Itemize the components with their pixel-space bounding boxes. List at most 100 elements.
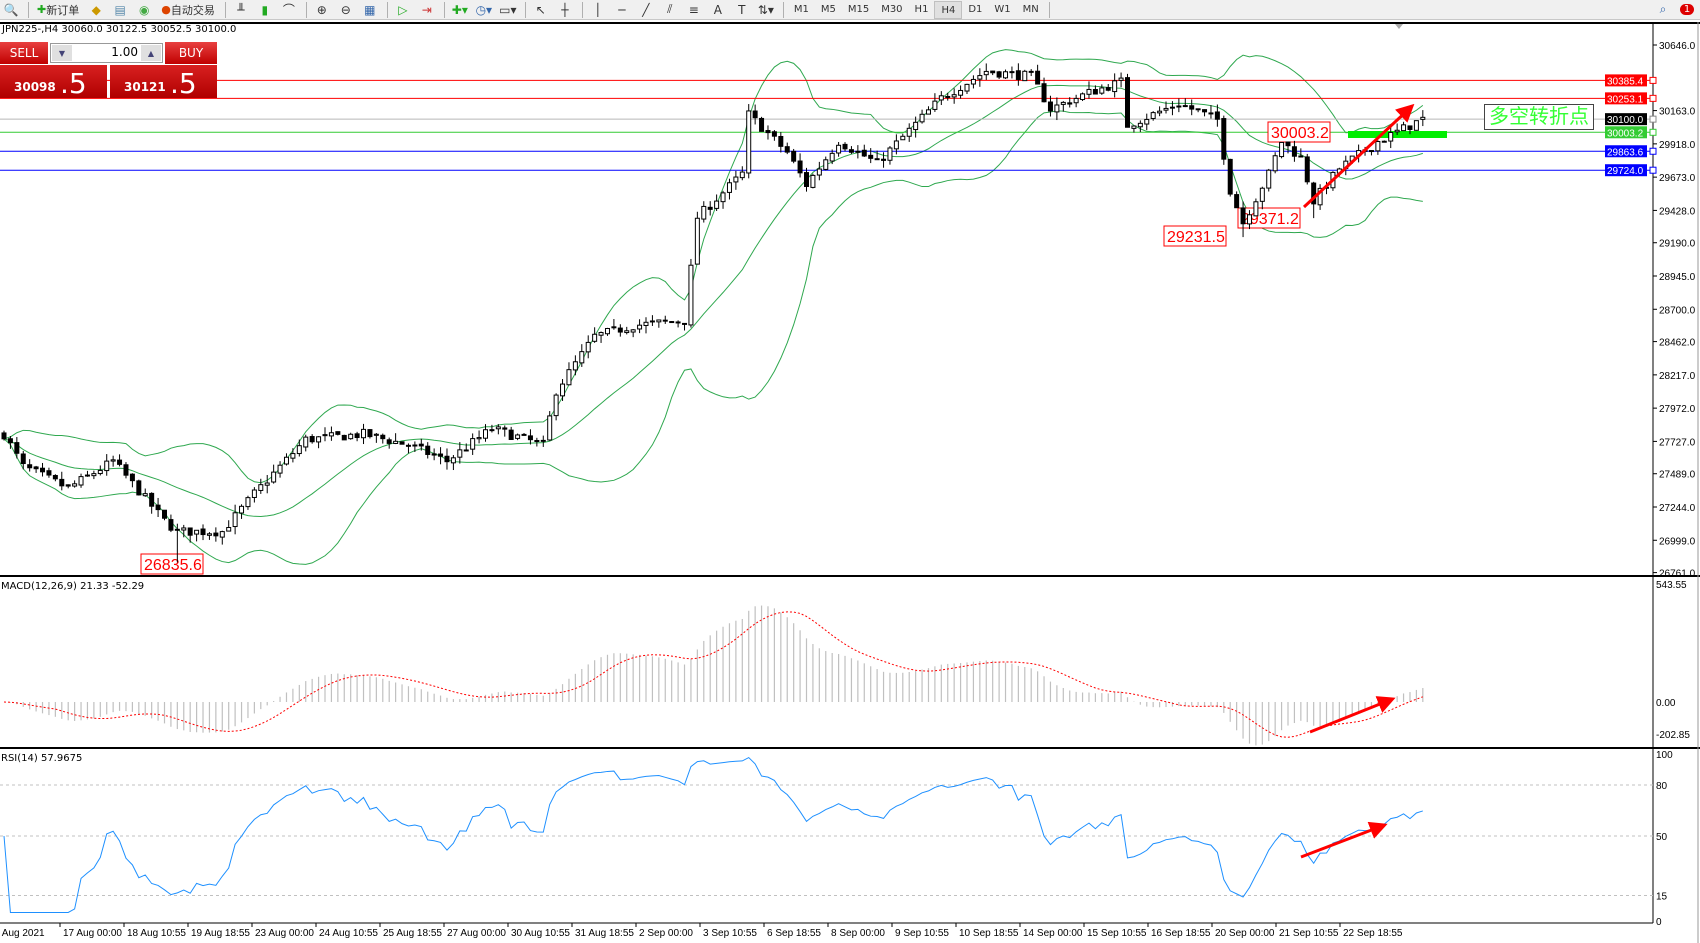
candle bbox=[848, 146, 854, 154]
text-icon[interactable]: A bbox=[713, 2, 722, 17]
candle-bull bbox=[1401, 124, 1407, 132]
candle bbox=[1291, 140, 1297, 162]
candle-bull bbox=[714, 200, 720, 209]
candle bbox=[694, 211, 700, 265]
candle-bull bbox=[251, 489, 257, 498]
zoom-out-icon[interactable]: ⊖ bbox=[340, 2, 351, 17]
notifications-icon[interactable]: 1 bbox=[1676, 1, 1698, 19]
timeframe-mn[interactable]: MN bbox=[1022, 3, 1039, 15]
line-chart-icon[interactable]: ⌒ bbox=[282, 3, 295, 17]
bar-chart-icon[interactable]: ╨ bbox=[237, 2, 245, 17]
candle bbox=[1035, 64, 1041, 85]
templates-icon[interactable]: ▭▾ bbox=[499, 2, 517, 17]
horizontal-line-icon[interactable]: ─ bbox=[618, 2, 626, 17]
increase-lot-icon[interactable]: ▲ bbox=[141, 45, 161, 61]
candle-bull bbox=[206, 533, 212, 536]
auto-scroll-icon[interactable]: ▷ bbox=[398, 2, 408, 17]
candle bbox=[617, 324, 623, 337]
candle bbox=[1381, 140, 1387, 143]
candle-bull bbox=[970, 78, 976, 85]
timeframe-w1[interactable]: W1 bbox=[994, 3, 1011, 15]
signals-icon[interactable]: ◉ bbox=[138, 2, 150, 17]
candle bbox=[746, 104, 752, 179]
candle bbox=[893, 134, 899, 155]
time-tick-label: 30 Aug 10:55 bbox=[511, 928, 570, 939]
sell-button[interactable]: SELL bbox=[0, 42, 48, 64]
tile-windows-icon[interactable]: ▦ bbox=[364, 2, 376, 17]
candle bbox=[624, 326, 630, 335]
candle bbox=[1169, 101, 1175, 116]
candle bbox=[964, 83, 970, 95]
time-tick-label: 23 Aug 00:00 bbox=[255, 928, 314, 939]
buy-button[interactable]: BUY bbox=[165, 42, 217, 64]
text-label-icon[interactable]: T bbox=[738, 2, 746, 17]
timeframe-h4[interactable]: H4 bbox=[934, 0, 963, 19]
candle bbox=[1240, 201, 1246, 238]
equidistant-channel-icon[interactable]: ⫽ bbox=[667, 2, 673, 16]
indicators-icon[interactable]: ✚▾ bbox=[451, 2, 468, 17]
cursor-icon[interactable]: ↖ bbox=[535, 2, 546, 17]
meta-editor-icon[interactable]: ◆ bbox=[91, 2, 101, 17]
zoom-in-icon[interactable]: ⊕ bbox=[316, 2, 327, 17]
periods-icon[interactable]: ◷▾ bbox=[475, 2, 493, 17]
candle bbox=[1009, 66, 1015, 79]
vertical-line-icon[interactable]: │ bbox=[594, 2, 602, 17]
level-price-label: 29724.0 bbox=[1607, 166, 1644, 177]
candle bbox=[1086, 81, 1092, 99]
candle bbox=[527, 429, 533, 445]
timeframe-m30[interactable]: M30 bbox=[881, 3, 903, 15]
search-icon[interactable]: 🔍 bbox=[3, 2, 19, 17]
candle-bear bbox=[200, 528, 206, 536]
separator bbox=[386, 1, 388, 18]
level-price-tag bbox=[1605, 126, 1647, 139]
candle-bear bbox=[162, 509, 167, 519]
timeframe-d1[interactable]: D1 bbox=[968, 3, 983, 15]
candle bbox=[1304, 153, 1310, 185]
candle bbox=[579, 344, 585, 367]
arrows-icon[interactable]: ⇅▾ bbox=[757, 2, 774, 17]
timeframe-m5[interactable]: M5 bbox=[820, 3, 836, 15]
time-tick-label: 10 Sep 18:55 bbox=[959, 928, 1019, 939]
new-order-button[interactable]: ✚ 新订单 bbox=[33, 1, 83, 19]
candle bbox=[206, 532, 212, 540]
candlestick-icon[interactable]: ▮ bbox=[261, 2, 269, 17]
terminal-icon[interactable]: ▤ bbox=[114, 2, 126, 17]
candle-bull bbox=[219, 531, 225, 538]
level-handle bbox=[1649, 128, 1657, 136]
candle-bull bbox=[746, 110, 752, 174]
candle-bear bbox=[52, 474, 58, 480]
candle bbox=[547, 411, 553, 441]
candle-bull bbox=[489, 429, 495, 432]
price-tick-label: 26761.0 bbox=[1659, 569, 1696, 580]
candle bbox=[553, 393, 559, 421]
candle bbox=[752, 104, 758, 125]
rsi-line bbox=[3, 756, 1423, 913]
candle-bull bbox=[836, 144, 842, 154]
trendline-icon[interactable]: ╱ bbox=[642, 2, 650, 17]
annotation-text: 26835.6 bbox=[144, 557, 202, 574]
auto-trading-button[interactable]: ● 自动交易 bbox=[157, 1, 219, 19]
chart-shift-icon[interactable]: ⇥ bbox=[421, 2, 432, 17]
sell-price[interactable]: 30098 .5 bbox=[0, 65, 107, 100]
candle bbox=[1041, 77, 1047, 103]
candle bbox=[656, 319, 662, 328]
price-tick-label: 26999.0 bbox=[1659, 536, 1696, 547]
fibonacci-icon[interactable]: ≡ bbox=[688, 2, 699, 17]
lot-size-input[interactable]: 1.00 bbox=[111, 45, 138, 59]
timeframe-m15[interactable]: M15 bbox=[847, 3, 870, 15]
level-handle bbox=[1649, 115, 1657, 123]
candle bbox=[925, 106, 931, 115]
candle-bull bbox=[290, 453, 296, 459]
search-icon[interactable]: ⌕ bbox=[1659, 2, 1667, 16]
buy-price[interactable]: 30121 .5 bbox=[110, 65, 217, 100]
candle-bull bbox=[604, 327, 610, 335]
decrease-lot-icon[interactable]: ▼ bbox=[52, 45, 72, 61]
timeframe-m1[interactable]: M1 bbox=[793, 3, 809, 15]
lot-size-stepper[interactable]: ▼ 1.00 ▲ bbox=[50, 43, 163, 63]
crosshair-icon[interactable]: ┼ bbox=[561, 2, 569, 17]
time-tick-label: 2 Sep 00:00 bbox=[639, 928, 693, 939]
timeframe-h1[interactable]: H1 bbox=[914, 3, 929, 15]
candle bbox=[226, 520, 232, 532]
time-tick-label: 14 Sep 00:00 bbox=[1023, 928, 1083, 939]
